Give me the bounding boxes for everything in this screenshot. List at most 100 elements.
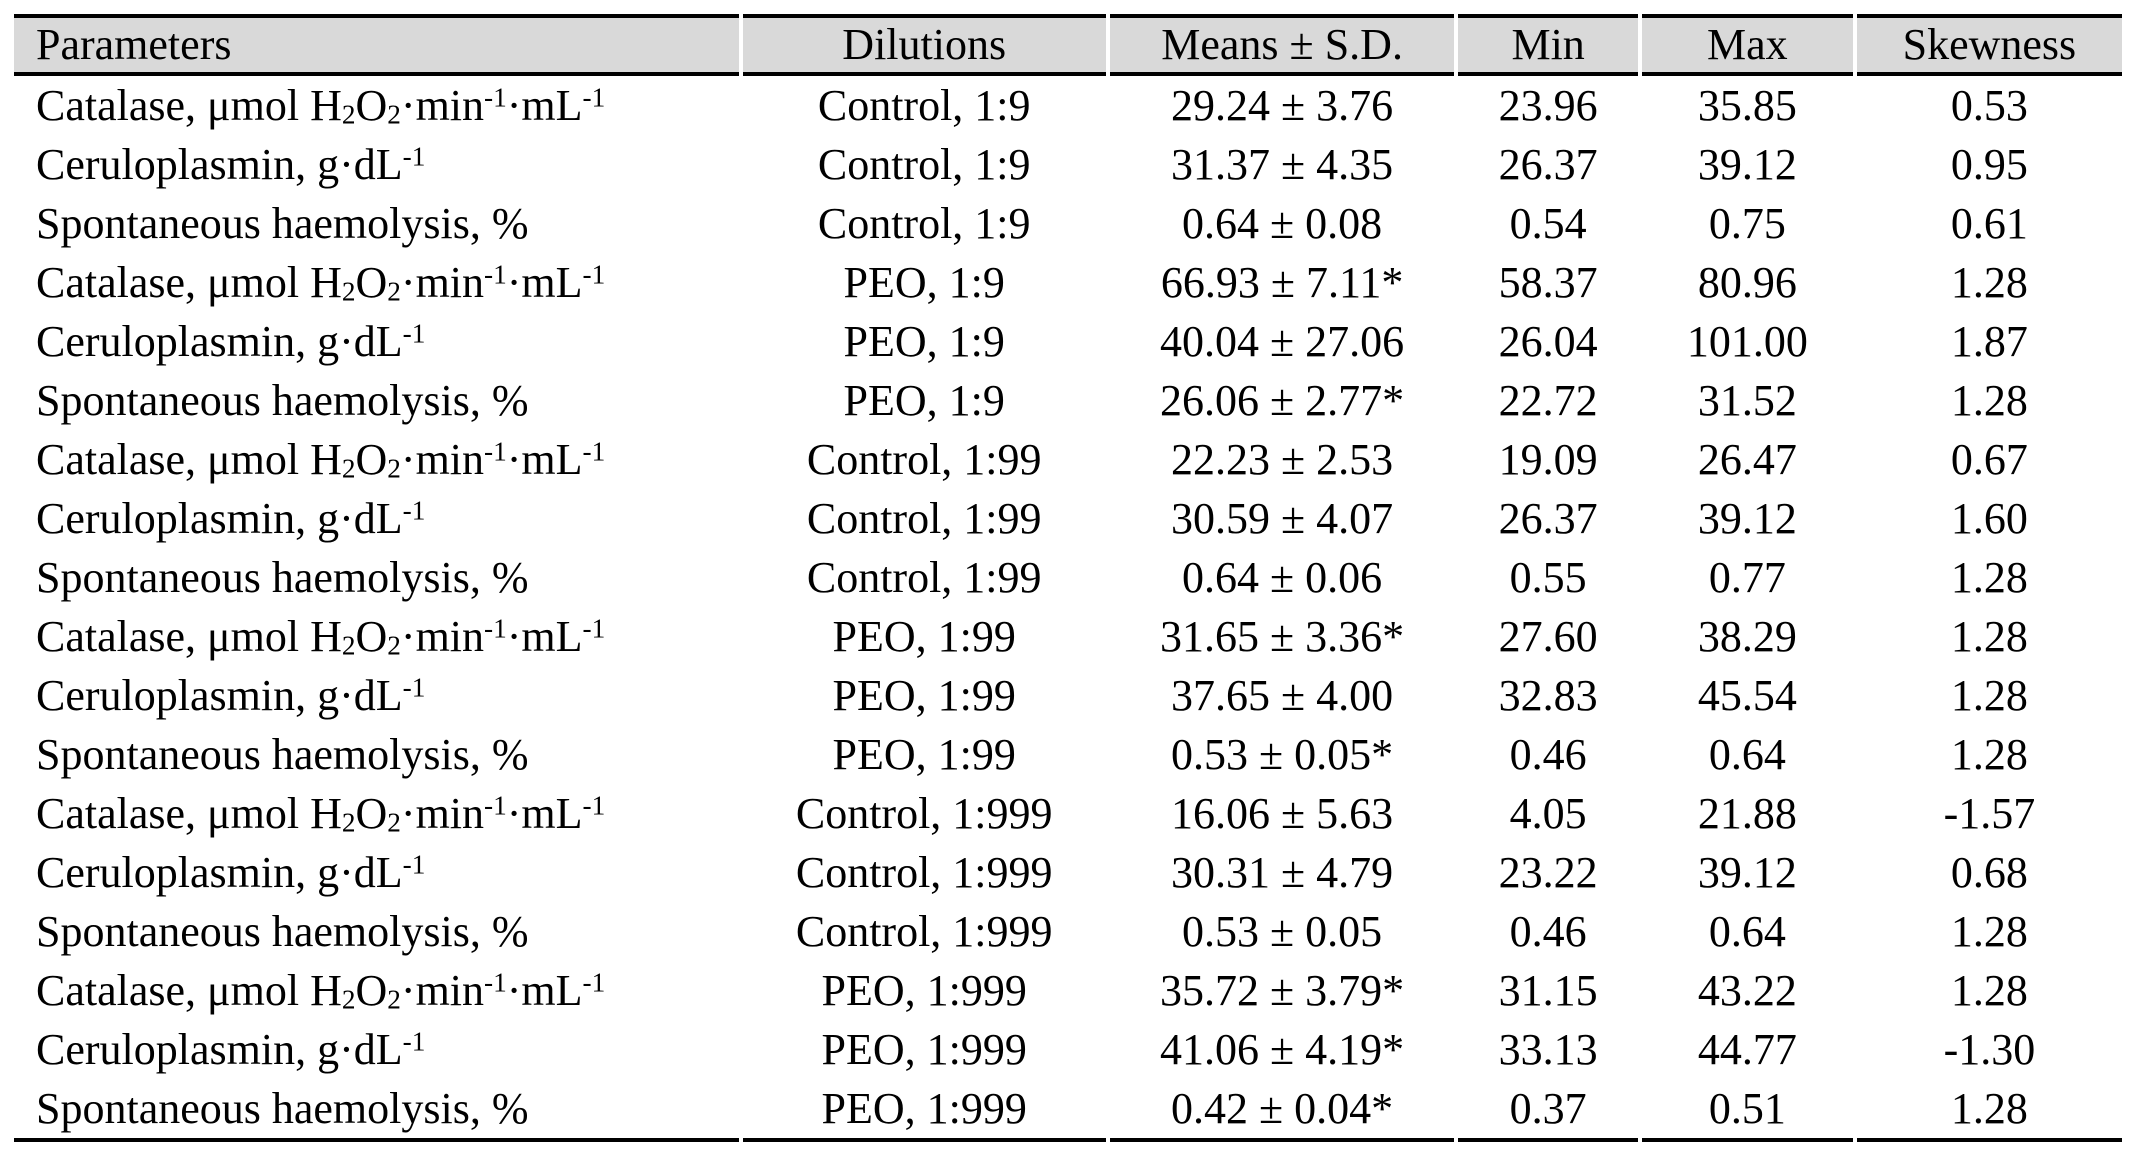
table-header: Parameters Dilutions Means ± S.D. Min Ma…: [14, 14, 2122, 76]
mean-sd-cell: 41.06 ± 4.19*: [1160, 1024, 1405, 1074]
dilution-cell: Control, 1:999: [795, 788, 1053, 838]
dilution-cell: PEO, 1:99: [832, 611, 1016, 661]
table-row: Spontaneous haemolysis, % PEO, 1:9 26.06…: [14, 371, 2122, 430]
parameter-cell: Ceruloplasmin, g·dL-1: [36, 316, 426, 366]
table-row: Catalase, μmol H2O2·min-1·mL-1 Control, …: [14, 76, 2122, 135]
mean-sd-cell: 0.53 ± 0.05: [1182, 906, 1383, 956]
min-cell: 4.05: [1509, 788, 1587, 838]
min-cell: 0.54: [1509, 198, 1587, 248]
mean-sd-cell: 0.64 ± 0.08: [1182, 198, 1383, 248]
mean-sd-cell: 0.64 ± 0.06: [1182, 552, 1383, 602]
mean-sd-cell: 31.65 ± 3.36*: [1160, 611, 1405, 661]
max-cell: 39.12: [1697, 847, 1797, 897]
max-cell: 43.22: [1697, 965, 1797, 1015]
parameter-cell: Catalase, μmol H2O2·min-1·mL-1: [36, 965, 606, 1015]
mean-sd-cell: 35.72 ± 3.79*: [1160, 965, 1405, 1015]
max-cell: 0.64: [1708, 729, 1786, 779]
parameter-cell: Catalase, μmol H2O2·min-1·mL-1: [36, 434, 606, 484]
table-row: Ceruloplasmin, g·dL-1 Control, 1:999 30.…: [14, 843, 2122, 902]
dilution-cell: PEO, 1:9: [843, 316, 1005, 366]
skewness-cell: 1.28: [1950, 257, 2028, 307]
dilution-cell: PEO, 1:999: [821, 1024, 1027, 1074]
max-cell: 44.77: [1697, 1024, 1797, 1074]
parameter-cell: Spontaneous haemolysis, %: [36, 198, 529, 248]
parameter-cell: Ceruloplasmin, g·dL-1: [36, 493, 426, 543]
dilution-cell: PEO, 1:999: [742, 1079, 1106, 1142]
max-cell: 21.88: [1697, 788, 1797, 838]
table-row: Spontaneous haemolysis, % Control, 1:9 0…: [14, 194, 2122, 253]
max-cell: 0.77: [1708, 552, 1786, 602]
mean-sd-cell: 30.31 ± 4.79: [1171, 847, 1394, 897]
skewness-cell: -1.57: [1943, 788, 2036, 838]
dilution-cell: PEO, 1:9: [843, 257, 1005, 307]
min-cell: 26.37: [1498, 139, 1598, 189]
results-table: Parameters Dilutions Means ± S.D. Min Ma…: [10, 14, 2126, 1142]
min-cell: 22.72: [1498, 375, 1598, 425]
min-cell: 33.13: [1498, 1024, 1598, 1074]
mean-sd-cell: 40.04 ± 27.06: [1160, 316, 1405, 366]
parameter-cell: Catalase, μmol H2O2·min-1·mL-1: [36, 257, 606, 307]
dilution-cell: PEO, 1:99: [832, 670, 1016, 720]
table-row: Spontaneous haemolysis, % PEO, 1:999 0.4…: [14, 1079, 2122, 1142]
min-cell: 0.37: [1458, 1079, 1638, 1142]
skewness-cell: 1.28: [1856, 1079, 2122, 1142]
dilution-cell: Control, 1:9: [817, 80, 1031, 130]
table-row: Catalase, μmol H2O2·min-1·mL-1 PEO, 1:9 …: [14, 253, 2122, 312]
parameter-cell: Catalase, μmol H2O2·min-1·mL-1: [36, 80, 606, 130]
table-row: Catalase, μmol H2O2·min-1·mL-1 PEO, 1:99…: [14, 961, 2122, 1020]
mean-sd-cell: 37.65 ± 4.00: [1171, 670, 1394, 720]
skewness-cell: -1.30: [1943, 1024, 2036, 1074]
parameter-cell: Spontaneous haemolysis, %: [36, 375, 529, 425]
dilution-cell: PEO, 1:9: [843, 375, 1005, 425]
skewness-cell: 0.67: [1950, 434, 2028, 484]
parameter-cell: Spontaneous haemolysis, %: [36, 552, 529, 602]
header-row: Parameters Dilutions Means ± S.D. Min Ma…: [14, 14, 2122, 76]
table-row: Ceruloplasmin, g·dL-1 Control, 1:9 31.37…: [14, 135, 2122, 194]
min-cell: 26.37: [1498, 493, 1598, 543]
min-cell: 31.15: [1498, 965, 1598, 1015]
parameter-cell: Spontaneous haemolysis, %: [36, 729, 529, 779]
parameter-cell: Ceruloplasmin, g·dL-1: [36, 1024, 426, 1074]
parameter-cell: Spontaneous haemolysis, %: [14, 1079, 739, 1142]
min-cell: 27.60: [1498, 611, 1598, 661]
mean-sd-cell: 31.37 ± 4.35: [1171, 139, 1394, 189]
skewness-cell: 0.68: [1950, 847, 2028, 897]
dilution-cell: Control, 1:9: [817, 139, 1031, 189]
max-cell: 0.64: [1708, 906, 1786, 956]
min-cell: 0.46: [1509, 906, 1587, 956]
mean-sd-cell: 66.93 ± 7.11*: [1160, 257, 1404, 307]
mean-sd-cell: 0.53 ± 0.05*: [1171, 729, 1394, 779]
parameter-cell: Catalase, μmol H2O2·min-1·mL-1: [36, 788, 606, 838]
max-cell: 26.47: [1697, 434, 1797, 484]
max-cell: 45.54: [1697, 670, 1797, 720]
parameter-cell: Ceruloplasmin, g·dL-1: [36, 139, 426, 189]
mean-sd-cell: 0.42 ± 0.04*: [1109, 1079, 1455, 1142]
parameter-cell: Catalase, μmol H2O2·min-1·mL-1: [36, 611, 606, 661]
dilution-cell: Control, 1:9: [817, 198, 1031, 248]
skewness-cell: 0.61: [1950, 198, 2028, 248]
table-row: Ceruloplasmin, g·dL-1 PEO, 1:9 40.04 ± 2…: [14, 312, 2122, 371]
skewness-cell: 1.87: [1950, 316, 2028, 366]
min-cell: 19.09: [1498, 434, 1598, 484]
header-cell-dilutions: Dilutions: [742, 14, 1106, 76]
dilution-cell: Control, 1:999: [795, 847, 1053, 897]
parameter-cell: Ceruloplasmin, g·dL-1: [36, 670, 426, 720]
table-row: Ceruloplasmin, g·dL-1 PEO, 1:999 41.06 ±…: [14, 1020, 2122, 1079]
table-row: Spontaneous haemolysis, % Control, 1:999…: [14, 902, 2122, 961]
min-cell: 32.83: [1498, 670, 1598, 720]
table-row: Ceruloplasmin, g·dL-1 Control, 1:99 30.5…: [14, 489, 2122, 548]
mean-sd-cell: 22.23 ± 2.53: [1171, 434, 1394, 484]
min-cell: 23.22: [1498, 847, 1598, 897]
max-cell: 0.75: [1708, 198, 1786, 248]
mean-sd-cell: 26.06 ± 2.77*: [1160, 375, 1405, 425]
table-row: Catalase, μmol H2O2·min-1·mL-1 Control, …: [14, 784, 2122, 843]
table-body: Catalase, μmol H2O2·min-1·mL-1 Control, …: [14, 76, 2122, 1142]
max-cell: 101.00: [1686, 316, 1808, 366]
parameter-cell: Spontaneous haemolysis, %: [36, 906, 529, 956]
table-row: Catalase, μmol H2O2·min-1·mL-1 Control, …: [14, 430, 2122, 489]
dilution-cell: Control, 1:99: [806, 552, 1042, 602]
dilution-cell: PEO, 1:99: [832, 729, 1016, 779]
dilution-cell: Control, 1:99: [806, 434, 1042, 484]
max-cell: 80.96: [1697, 257, 1797, 307]
